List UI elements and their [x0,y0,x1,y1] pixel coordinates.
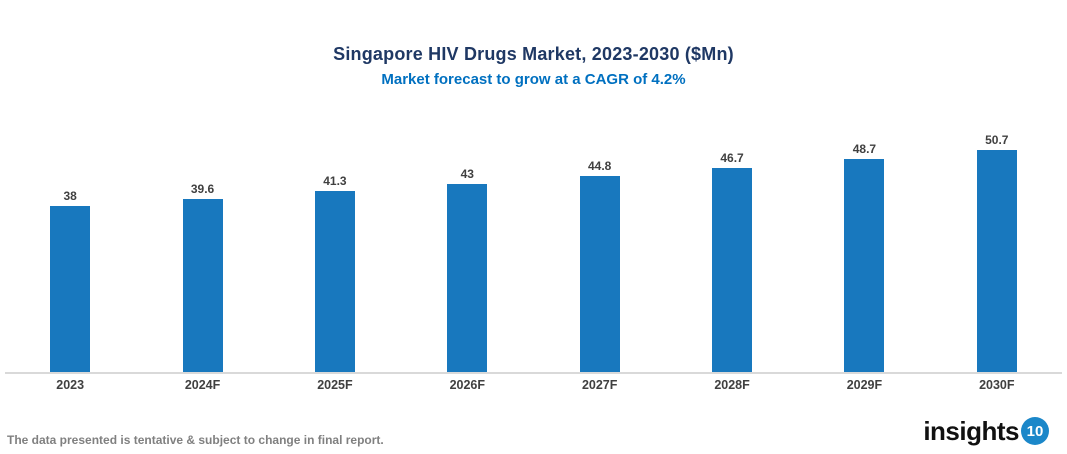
x-tick-label-2026F: 2026F [449,378,486,392]
logo-wordmark: insights [923,416,1019,446]
bar-value-label: 38 [63,189,77,203]
bar-value-label: 43 [460,167,474,181]
bar-group-2024F: 39.6 [136,182,268,373]
chart-subtitle: Market forecast to grow at a CAGR of 4.2… [381,71,686,88]
bar-value-label: 50.7 [985,133,1009,147]
bar-2029F [844,159,885,373]
insights10-logo: insights 10 [923,417,1049,445]
bar-2028F [712,168,753,373]
bar-group-2026F: 43 [401,167,533,373]
bar-group-2029F: 48.7 [798,142,930,373]
x-axis-line [5,372,1062,374]
x-tick-label-2030F: 2030F [979,378,1015,392]
x-tick-label-2025F: 2025F [317,378,353,392]
bar-value-label: 41.3 [323,174,347,188]
bar-2023 [50,206,91,373]
x-tick-label-2027F: 2027F [581,378,618,392]
bar-group-2025F: 41.3 [269,174,401,373]
x-axis-labels: 2023 2024F 2025F 2026F 2027F 2028F 2029F 2030F [4,378,1063,392]
footer-disclaimer: The data presented is tentative & subjec… [7,433,384,447]
bar-group-2023: 38 [4,189,136,373]
x-tick-label-2028F: 2028F [714,378,750,392]
bar-value-label: 46.7 [720,151,744,165]
chart-title: Singapore HIV Drugs Market, 2023-2030 ($… [333,44,734,64]
bar-value-label: 44.8 [588,159,612,173]
bars-plot-area: 38 39.6 41.3 43 44.8 46.7 48.7 50.7 [4,120,1063,373]
bar-2026F [447,184,488,373]
bar-2024F [182,199,223,373]
bar-group-2030F: 50.7 [931,133,1063,373]
bar-2030F [976,150,1017,373]
x-tick-label-2024F: 2024F [184,378,221,392]
x-tick-label-2023: 2023 [56,378,85,392]
bar-2025F [314,191,355,373]
bar-value-label: 39.6 [190,182,215,196]
bar-2027F [579,176,620,373]
bar-value-label: 48.7 [852,142,877,156]
bar-group-2027F: 44.8 [534,159,666,373]
x-tick-label-2029F: 2029F [846,378,883,392]
bar-group-2028F: 46.7 [666,151,798,373]
logo-badge-icon: 10 [1021,417,1049,445]
